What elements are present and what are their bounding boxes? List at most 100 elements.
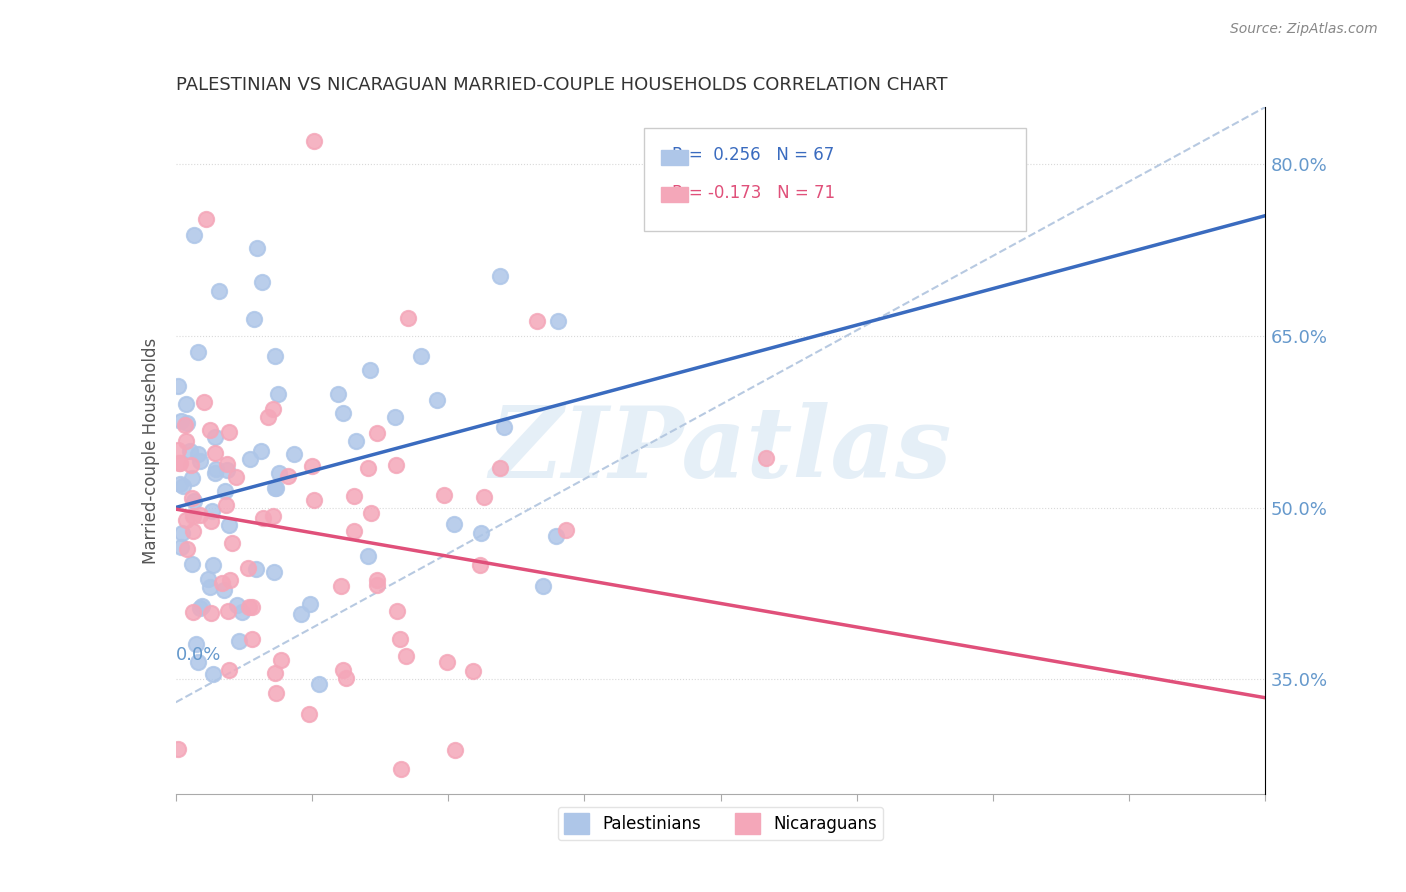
Point — [262, 401, 284, 416]
Point — [200, 606, 222, 620]
Point — [257, 410, 280, 425]
Point — [489, 461, 512, 475]
Point — [357, 549, 380, 564]
Point — [204, 446, 226, 460]
Legend: Palestinians, Nicaraguans: Palestinians, Nicaraguans — [558, 807, 883, 840]
Point — [181, 605, 204, 619]
FancyBboxPatch shape — [661, 186, 688, 202]
Point — [360, 506, 382, 520]
Point — [384, 409, 406, 424]
Point — [366, 425, 388, 440]
Point — [264, 481, 287, 495]
Point — [395, 649, 418, 664]
Point — [193, 395, 215, 409]
Point — [183, 228, 205, 243]
Point — [488, 268, 510, 283]
FancyBboxPatch shape — [661, 151, 688, 165]
Point — [240, 599, 263, 614]
Point — [366, 577, 388, 591]
Point — [188, 601, 211, 615]
Point — [167, 379, 190, 393]
Point — [184, 636, 207, 650]
Point — [359, 363, 381, 377]
Point — [188, 453, 211, 467]
Point — [342, 489, 364, 503]
Point — [302, 135, 325, 149]
Point — [277, 469, 299, 483]
Point — [198, 423, 221, 437]
Point — [755, 450, 778, 465]
Point — [243, 312, 266, 326]
Point — [218, 518, 240, 533]
Point — [173, 417, 195, 432]
Point — [263, 565, 285, 579]
Point — [468, 558, 491, 573]
Point — [240, 632, 263, 646]
Point — [181, 509, 204, 524]
Point — [356, 460, 378, 475]
Point — [387, 604, 409, 618]
Text: R =  0.256   N = 67: R = 0.256 N = 67 — [672, 146, 834, 164]
Point — [188, 508, 211, 522]
Point — [181, 471, 204, 485]
Point — [264, 481, 287, 495]
Point — [176, 513, 198, 527]
Text: Source: ZipAtlas.com: Source: ZipAtlas.com — [1230, 22, 1378, 37]
Point — [187, 655, 209, 669]
Point — [554, 524, 576, 538]
Point — [228, 634, 250, 648]
Point — [308, 677, 330, 691]
Text: ZIPatlas: ZIPatlas — [489, 402, 952, 499]
Point — [298, 706, 321, 721]
Point — [202, 667, 225, 681]
Point — [366, 573, 388, 587]
Point — [211, 575, 233, 590]
Point — [411, 349, 433, 363]
Point — [443, 517, 465, 532]
Point — [219, 573, 242, 587]
Point — [167, 442, 190, 457]
Point — [205, 462, 228, 476]
Point — [169, 456, 191, 470]
Point — [218, 425, 240, 439]
Point — [546, 529, 568, 543]
Point — [250, 444, 273, 458]
Point — [183, 494, 205, 508]
Point — [202, 558, 225, 572]
Point — [270, 653, 292, 667]
Point — [180, 491, 202, 506]
Point — [231, 605, 253, 619]
Point — [436, 655, 458, 669]
Point — [179, 444, 201, 458]
Point — [389, 632, 412, 647]
Point — [531, 579, 554, 593]
Point — [470, 526, 492, 541]
FancyBboxPatch shape — [644, 128, 1026, 231]
Text: 0.0%: 0.0% — [176, 646, 221, 665]
Point — [187, 344, 209, 359]
Point — [204, 430, 226, 444]
Point — [239, 452, 262, 467]
Point — [238, 600, 260, 615]
Point — [250, 275, 273, 289]
Point — [335, 671, 357, 685]
Point — [385, 458, 408, 472]
Point — [217, 458, 239, 472]
Point — [169, 477, 191, 491]
Point — [245, 562, 267, 576]
Point — [170, 541, 193, 555]
Point — [283, 446, 305, 460]
Point — [167, 741, 190, 756]
Point — [215, 463, 238, 477]
Point — [187, 447, 209, 461]
Point — [302, 493, 325, 508]
Point — [301, 459, 323, 474]
Point — [181, 524, 204, 538]
Point — [332, 406, 354, 420]
Point — [176, 417, 198, 431]
Point — [174, 397, 197, 411]
Point — [226, 598, 249, 612]
Point — [266, 686, 288, 700]
Point — [267, 466, 290, 480]
Point — [200, 580, 222, 594]
